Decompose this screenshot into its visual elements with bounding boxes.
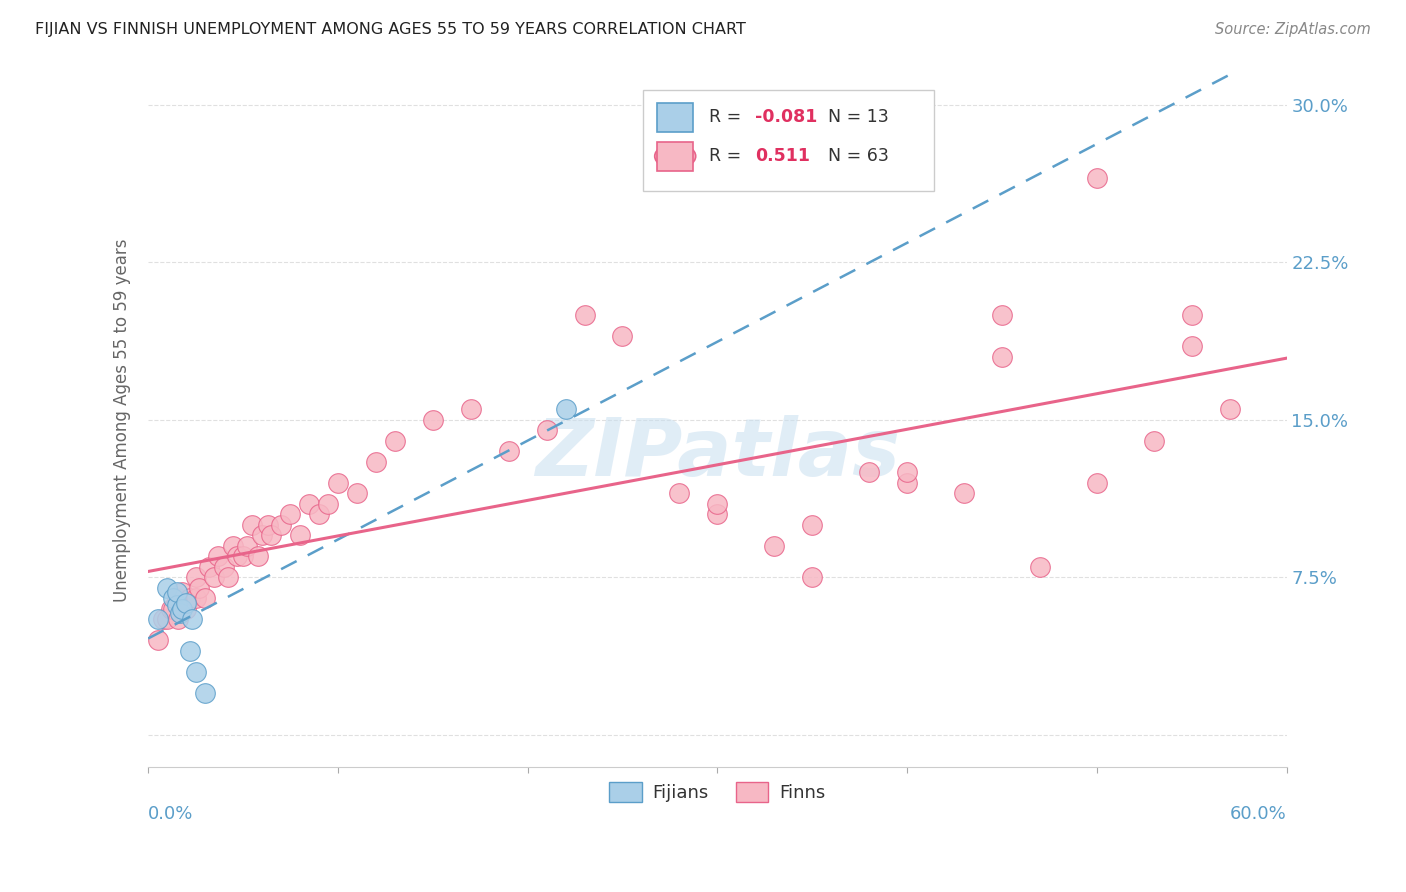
Point	[160, 602, 183, 616]
Point	[260, 528, 283, 542]
Text: R =: R =	[710, 147, 747, 165]
Y-axis label: Unemployment Among Ages 55 to 59 years: Unemployment Among Ages 55 to 59 years	[114, 238, 131, 601]
Point	[247, 549, 270, 564]
Point	[1029, 560, 1052, 574]
Text: 0.0%: 0.0%	[148, 805, 194, 823]
Point	[1085, 475, 1108, 490]
Point	[226, 549, 249, 564]
Point	[536, 423, 558, 437]
Point	[184, 591, 207, 606]
Point	[280, 508, 302, 522]
Point	[162, 591, 184, 606]
Point	[194, 591, 217, 606]
Point	[156, 612, 179, 626]
Point	[326, 475, 349, 490]
Point	[174, 602, 197, 616]
Point	[270, 517, 292, 532]
Point	[242, 517, 264, 532]
Point	[236, 539, 259, 553]
Point	[212, 560, 235, 574]
Point	[184, 665, 207, 679]
Point	[763, 539, 786, 553]
Text: ZIPatlas: ZIPatlas	[534, 416, 900, 493]
Point	[207, 549, 229, 564]
Text: R =: R =	[710, 108, 747, 126]
FancyBboxPatch shape	[657, 143, 693, 171]
Point	[146, 612, 169, 626]
Point	[146, 633, 169, 648]
Point	[364, 455, 387, 469]
Point	[896, 466, 918, 480]
Point	[574, 308, 596, 322]
Point	[801, 517, 824, 532]
Point	[250, 528, 273, 542]
Point	[554, 402, 576, 417]
Point	[174, 596, 197, 610]
Point	[991, 350, 1014, 364]
Point	[1181, 339, 1204, 353]
Point	[179, 591, 201, 606]
Text: -0.081: -0.081	[755, 108, 817, 126]
Text: Source: ZipAtlas.com: Source: ZipAtlas.com	[1215, 22, 1371, 37]
Point	[1219, 402, 1241, 417]
Point	[1181, 308, 1204, 322]
Point	[232, 549, 254, 564]
Point	[1085, 171, 1108, 186]
Point	[172, 585, 194, 599]
Point	[346, 486, 368, 500]
Point	[384, 434, 406, 448]
Text: 60.0%: 60.0%	[1230, 805, 1286, 823]
FancyBboxPatch shape	[644, 90, 934, 191]
Text: N = 63: N = 63	[828, 147, 889, 165]
Point	[498, 444, 520, 458]
Text: FIJIAN VS FINNISH UNEMPLOYMENT AMONG AGES 55 TO 59 YEARS CORRELATION CHART: FIJIAN VS FINNISH UNEMPLOYMENT AMONG AGE…	[35, 22, 747, 37]
Point	[1143, 434, 1166, 448]
Point	[288, 528, 311, 542]
Point	[318, 497, 340, 511]
Point	[612, 328, 634, 343]
Point	[172, 602, 194, 616]
Point	[166, 585, 188, 599]
Point	[179, 644, 201, 658]
Point	[204, 570, 226, 584]
Point	[706, 508, 728, 522]
Point	[188, 581, 211, 595]
Point	[156, 581, 179, 595]
Point	[460, 402, 482, 417]
Point	[422, 413, 444, 427]
Legend: Fijians, Finns: Fijians, Finns	[602, 774, 832, 810]
Point	[256, 517, 278, 532]
Point	[167, 612, 190, 626]
Point	[858, 466, 880, 480]
Point	[801, 570, 824, 584]
Point	[198, 560, 221, 574]
Point	[180, 612, 202, 626]
Point	[896, 475, 918, 490]
Point	[217, 570, 239, 584]
Point	[298, 497, 321, 511]
FancyBboxPatch shape	[657, 103, 693, 132]
Point	[706, 497, 728, 511]
Point	[953, 486, 976, 500]
Text: N = 13: N = 13	[828, 108, 889, 126]
Point	[194, 686, 217, 700]
Point	[166, 591, 188, 606]
Point	[184, 570, 207, 584]
Point	[152, 612, 174, 626]
Point	[308, 508, 330, 522]
Point	[991, 308, 1014, 322]
Point	[162, 602, 184, 616]
Text: 0.511: 0.511	[755, 147, 810, 165]
Point	[222, 539, 245, 553]
Circle shape	[655, 144, 696, 169]
Point	[166, 598, 188, 612]
Point	[668, 486, 690, 500]
Point	[169, 606, 191, 620]
